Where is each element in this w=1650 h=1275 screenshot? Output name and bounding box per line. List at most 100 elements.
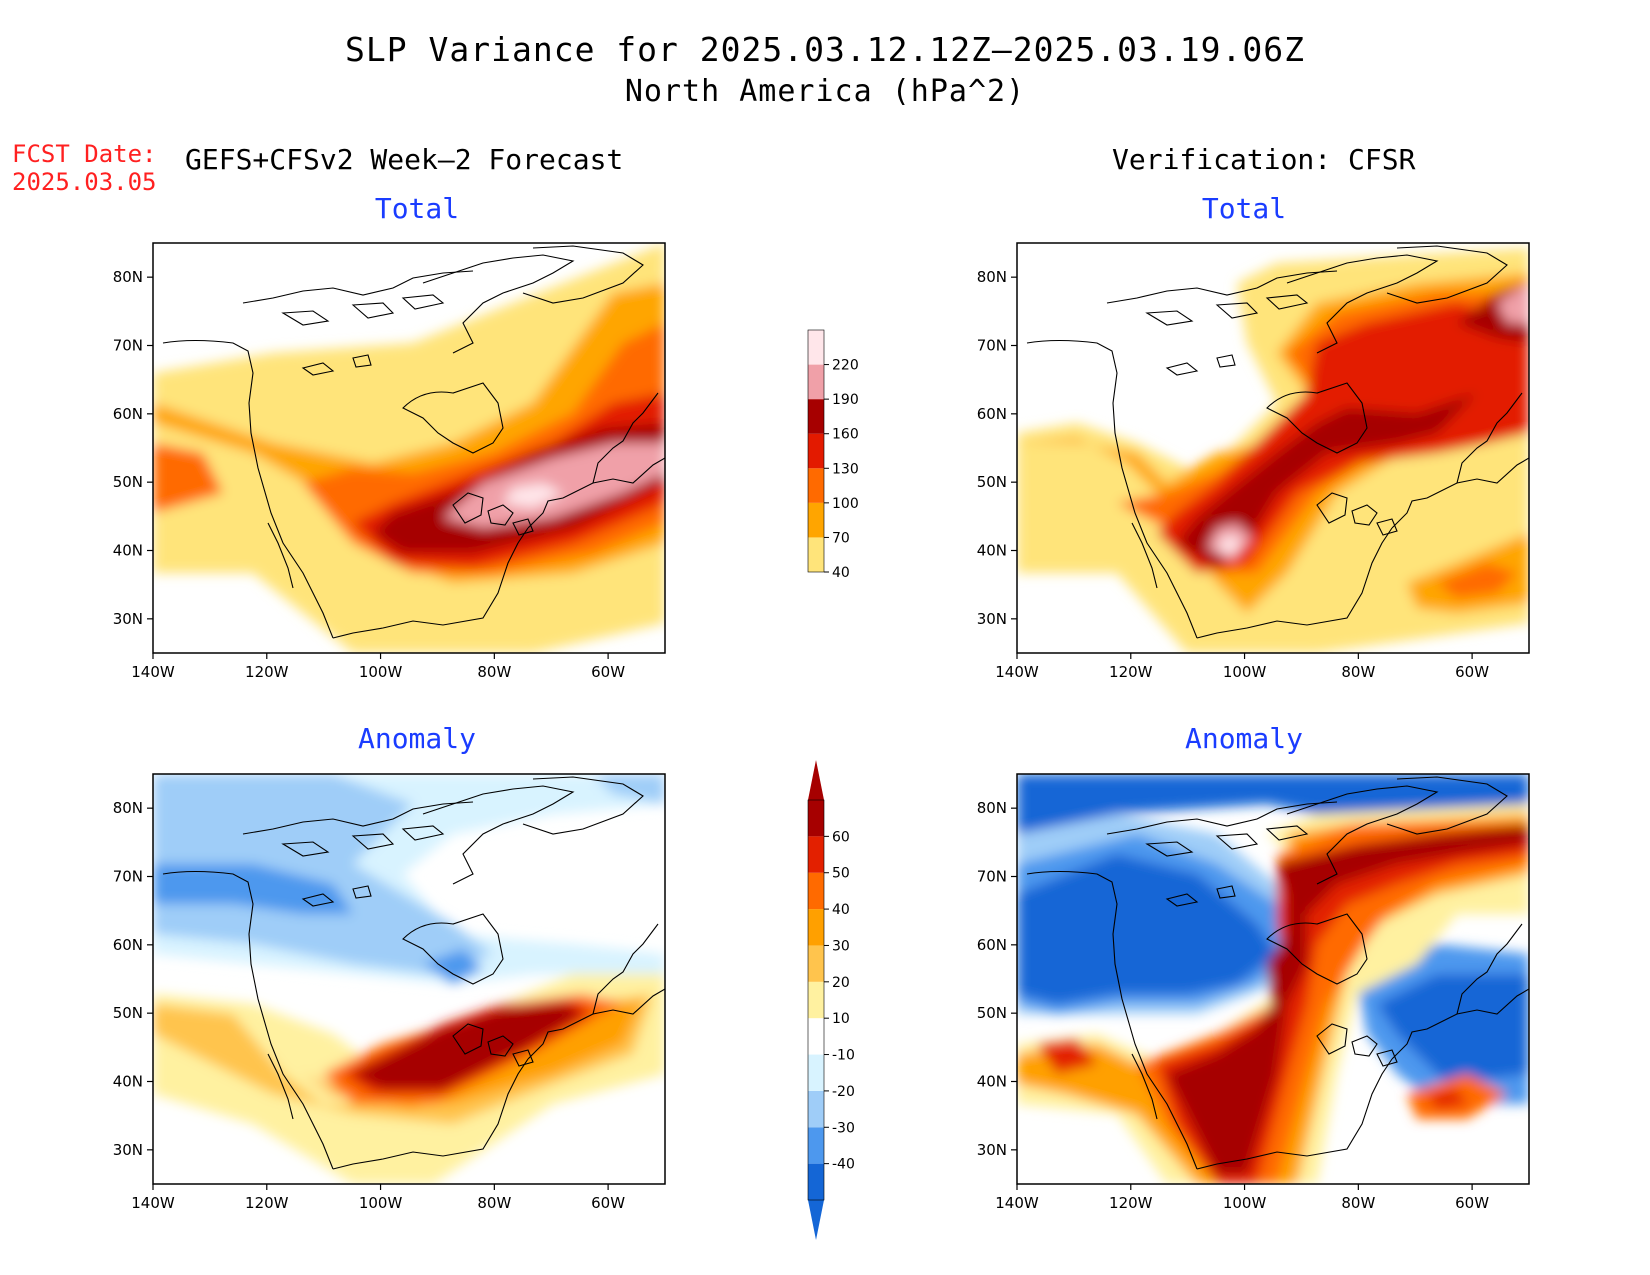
colorbar-label: 60 [832,829,850,845]
colorbar-segment [808,800,824,837]
shading-verification-total [1017,245,1529,653]
lat-tick-label: 70N [977,868,1007,886]
colorbar-label: 220 [832,358,859,374]
lat-tick-label: 50N [977,1004,1007,1022]
lon-tick-label: 60W [591,1194,625,1212]
lat-tick-label: 50N [113,473,143,491]
lat-tick-label: 70N [977,337,1007,355]
lon-tick-label: 100W [359,1194,403,1212]
lon-tick-label: 120W [245,1194,289,1212]
colorbar-segment [808,330,824,365]
colorbar-cap-top [808,290,824,330]
colorbar-label: 10 [832,1011,850,1027]
lon-tick-label: 80W [1341,663,1375,681]
verification-header: Verification: CFSR [1112,143,1416,176]
colorbar-segment [808,836,824,873]
map-verification-total [1016,242,1530,654]
map-forecast-anomaly [152,773,666,1185]
colorbar-label: -40 [832,1157,855,1173]
lat-tick-label: 40N [113,542,143,560]
colorbar-label: -20 [832,1084,855,1100]
lat-tick-label: 40N [977,542,1007,560]
fcst-date: 2025.03.05 [12,168,157,196]
lat-tick-label: 80N [113,268,143,286]
colorbar-label: 130 [832,461,859,477]
colorbar-total: 40 70 100 130 160 190 220 [807,290,859,612]
main-title: SLP Variance for 2025.03.12.12Z–2025.03.… [345,30,1305,69]
lat-tick-label: 50N [977,473,1007,491]
lat-tick-label: 60N [113,405,143,423]
lat-tick-label: 30N [113,1141,143,1159]
colorbar-segment [808,1127,824,1164]
shading-forecast-total [153,243,665,653]
panel-title-forecast-anomaly: Anomaly [357,722,476,755]
colorbar-segment [808,945,824,982]
colorbar-segment [808,909,824,946]
lat-tick-label: 40N [113,1073,143,1091]
lon-tick-label: 100W [359,663,403,681]
colorbar-cap-top [808,760,824,800]
colorbar-segment [808,537,824,572]
lon-tick-label: 60W [1455,1194,1489,1212]
panel-title-forecast-total: Total [374,192,460,225]
colorbar-segment [808,1054,824,1091]
colorbar-segment [808,502,824,538]
colorbar-label: 30 [832,938,850,954]
lon-tick-label: 60W [591,663,625,681]
lat-tick-label: 70N [113,868,143,886]
lon-tick-label: 140W [995,1194,1039,1212]
colorbar-cap-bottom [808,1200,824,1240]
lat-tick-label: 60N [977,405,1007,423]
colorbar-segment [808,399,824,434]
colorbar-label: 70 [832,530,850,546]
lat-tick-label: 80N [113,799,143,817]
lon-tick-label: 100W [1223,663,1267,681]
lat-tick-label: 50N [113,1004,143,1022]
colorbar-segment [808,1090,824,1128]
lat-tick-label: 40N [977,1073,1007,1091]
colorbar-segment [808,1163,824,1200]
lat-tick-label: 70N [113,337,143,355]
colorbar-label: 20 [832,975,850,991]
lon-tick-label: 120W [245,663,289,681]
colorbar-segment [808,872,824,910]
sub-title: North America (hPa^2) [624,74,1026,109]
lat-tick-label: 60N [977,936,1007,954]
lon-tick-label: 140W [995,663,1039,681]
colorbar-segment [808,981,824,1019]
lon-tick-label: 140W [131,663,175,681]
lat-tick-label: 30N [113,610,143,628]
lat-tick-label: 80N [977,799,1007,817]
lon-tick-label: 120W [1109,663,1153,681]
lat-tick-label: 80N [977,268,1007,286]
colorbar-label: 160 [832,427,859,443]
colorbar-frame [807,329,825,573]
colorbar-segment [808,1018,824,1055]
lon-tick-label: 80W [1341,1194,1375,1212]
colorbar-label: -10 [832,1048,855,1064]
colorbar-segment [808,364,824,400]
map-verification-anomaly [1016,773,1530,1185]
colorbar-label: 190 [832,392,859,408]
lon-tick-label: 60W [1455,663,1489,681]
colorbar-cap-bottom [808,572,824,612]
lon-tick-label: 100W [1223,1194,1267,1212]
colorbar-segment [808,468,824,503]
lon-tick-label: 120W [1109,1194,1153,1212]
colorbar-label: 50 [832,866,850,882]
colorbar-anomaly: -40 -30 -20 -10 10 20 30 40 50 60 [807,760,855,1240]
axes-layer: 140W 120W 100W 80W 60W 80N 70N 60N 50N 40N 30N 140W… [113,268,1490,1212]
colorbar-label: 40 [832,902,850,918]
lon-tick-label: 80W [477,1194,511,1212]
colorbar-label: 100 [832,496,859,512]
map-forecast-total [152,242,666,654]
lon-tick-label: 80W [477,663,511,681]
colorbar-frame [807,799,825,1201]
lat-tick-label: 30N [977,610,1007,628]
shading-forecast-anomaly [153,774,665,1184]
shading-verification-anomaly [1017,774,1529,1184]
colorbar-label: -30 [832,1120,855,1136]
panel-title-verification-total: Total [1201,192,1287,225]
fcst-label: FCST Date: [12,140,157,168]
